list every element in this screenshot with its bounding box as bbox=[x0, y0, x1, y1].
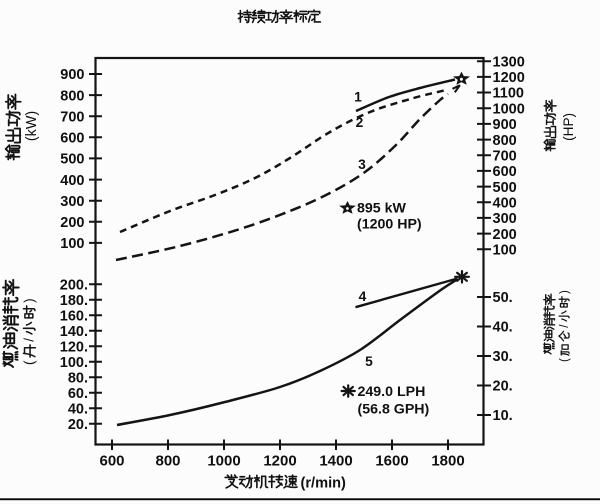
svg-text:1800: 1800 bbox=[431, 452, 464, 469]
svg-text:900: 900 bbox=[60, 67, 84, 83]
svg-text:700: 700 bbox=[60, 109, 84, 125]
svg-text:1100: 1100 bbox=[493, 86, 524, 102]
svg-text:500: 500 bbox=[60, 152, 84, 168]
svg-text:800: 800 bbox=[155, 452, 180, 469]
svg-text:600: 600 bbox=[60, 131, 84, 147]
svg-text:600: 600 bbox=[99, 452, 124, 469]
svg-text:200: 200 bbox=[493, 227, 517, 243]
svg-text:10.: 10. bbox=[493, 408, 513, 424]
svg-text:160.: 160. bbox=[60, 309, 88, 325]
svg-text:249.0 LPH: 249.0 LPH bbox=[358, 384, 426, 400]
svg-text:1200: 1200 bbox=[493, 70, 525, 86]
svg-text:4: 4 bbox=[359, 289, 367, 304]
svg-text:20.: 20. bbox=[68, 417, 88, 433]
svg-text:400: 400 bbox=[493, 195, 517, 211]
svg-text:100.: 100. bbox=[60, 355, 88, 371]
svg-text:/: / bbox=[559, 324, 571, 328]
svg-text:100: 100 bbox=[493, 242, 517, 258]
svg-text:1000: 1000 bbox=[207, 452, 240, 469]
svg-text:/: / bbox=[22, 338, 37, 342]
svg-text:(: ( bbox=[559, 358, 571, 362]
svg-text:): ) bbox=[559, 290, 571, 294]
svg-text:(: ( bbox=[22, 360, 37, 365]
svg-text:40.: 40. bbox=[493, 320, 513, 336]
svg-text:(1200 HP): (1200 HP) bbox=[357, 216, 422, 232]
svg-text:800: 800 bbox=[60, 88, 84, 104]
svg-text:300: 300 bbox=[60, 194, 84, 210]
svg-text:1000: 1000 bbox=[493, 101, 525, 117]
svg-text:120.: 120. bbox=[60, 340, 88, 356]
svg-text:1: 1 bbox=[354, 90, 362, 105]
svg-text:600: 600 bbox=[493, 164, 517, 180]
svg-text:40.: 40. bbox=[68, 402, 88, 418]
svg-text:300: 300 bbox=[493, 211, 517, 227]
svg-text:800: 800 bbox=[493, 133, 517, 149]
svg-text:100: 100 bbox=[60, 236, 84, 252]
svg-text:500: 500 bbox=[493, 180, 517, 196]
svg-text:200: 200 bbox=[60, 215, 84, 231]
svg-text:1300: 1300 bbox=[493, 54, 525, 70]
svg-text:(HP): (HP) bbox=[561, 113, 576, 141]
svg-text:400: 400 bbox=[60, 173, 84, 189]
svg-text:(r/min): (r/min) bbox=[301, 475, 347, 491]
svg-text:3: 3 bbox=[358, 157, 366, 172]
svg-text:(56.8 GPH): (56.8 GPH) bbox=[358, 401, 430, 417]
svg-text:200.: 200. bbox=[60, 278, 88, 294]
svg-text:50.: 50. bbox=[493, 290, 513, 306]
svg-text:1600: 1600 bbox=[375, 452, 408, 469]
svg-text:20.: 20. bbox=[493, 379, 513, 395]
svg-text:2: 2 bbox=[356, 115, 364, 130]
svg-text:1400: 1400 bbox=[319, 452, 352, 469]
svg-text:900: 900 bbox=[493, 117, 517, 133]
svg-text:1200: 1200 bbox=[263, 452, 296, 469]
svg-text:180.: 180. bbox=[60, 293, 88, 309]
svg-text:895 kW: 895 kW bbox=[357, 201, 407, 217]
svg-text:60.: 60. bbox=[68, 386, 88, 402]
svg-text:700: 700 bbox=[493, 148, 517, 164]
svg-text:5: 5 bbox=[365, 354, 373, 369]
svg-text:80.: 80. bbox=[68, 371, 88, 387]
svg-text:): ) bbox=[22, 298, 37, 303]
svg-text:30.: 30. bbox=[493, 349, 513, 365]
svg-text:140.: 140. bbox=[60, 324, 88, 340]
svg-text:(kW): (kW) bbox=[24, 111, 40, 141]
